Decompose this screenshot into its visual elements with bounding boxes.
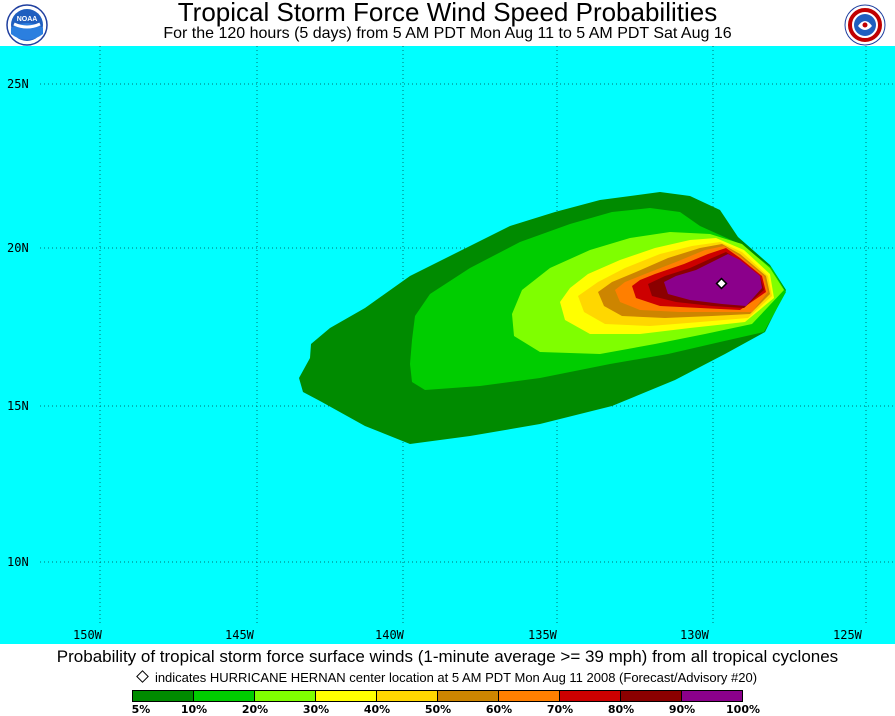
storm-center-note: indicates HURRICANE HERNAN center locati…	[0, 670, 895, 686]
legend-label: 20%	[241, 703, 269, 716]
legend-swatch	[498, 690, 560, 702]
lon-label-130w: 130W	[680, 628, 709, 642]
probability-contours	[299, 192, 786, 444]
legend-label: 80%	[607, 703, 635, 716]
legend-swatch	[681, 690, 743, 702]
map-caption: Probability of tropical storm force surf…	[56, 647, 839, 666]
lon-label-150w: 150W	[73, 628, 102, 642]
legend-label: 10%	[180, 703, 208, 716]
lat-label-10n: 10N	[7, 555, 29, 569]
header: NOAA Tropical Storm Force Wind Speed Pro…	[0, 0, 895, 46]
legend-swatch	[254, 690, 316, 702]
lon-label-140w: 140W	[375, 628, 404, 642]
legend-label: 50%	[424, 703, 452, 716]
national-weather-service-logo-icon	[844, 4, 886, 46]
diamond-icon	[136, 670, 149, 683]
legend-swatch	[620, 690, 682, 702]
storm-center-note-text: indicates HURRICANE HERNAN center locati…	[154, 670, 758, 685]
legend-swatch	[376, 690, 438, 702]
probability-map: 25N 20N 15N 10N 150W 145W 140W 135W 130W…	[0, 46, 895, 644]
legend-swatch	[315, 690, 377, 702]
legend-color-bar	[132, 690, 743, 702]
lat-label-25n: 25N	[7, 77, 29, 91]
lon-label-125w: 125W	[833, 628, 862, 642]
legend-swatch	[132, 690, 194, 702]
legend-label: 70%	[546, 703, 574, 716]
lon-label-145w: 145W	[225, 628, 254, 642]
contour-90-percent	[664, 254, 762, 306]
legend-swatch	[193, 690, 255, 702]
probability-legend: 5% 10% 20% 30% 40% 50% 60% 70% 80% 90% 100%	[131, 690, 760, 716]
svg-text:NOAA: NOAA	[17, 16, 38, 23]
page-subtitle: For the 120 hours (5 days) from 5 AM PDT…	[163, 25, 732, 42]
legend-label: 40%	[363, 703, 391, 716]
storm-center-diamond-icon	[715, 277, 728, 290]
legend-label: 5%	[131, 703, 151, 716]
page-title: Tropical Storm Force Wind Speed Probabil…	[177, 0, 718, 27]
lon-label-135w: 135W	[528, 628, 557, 642]
map-grid	[40, 46, 895, 626]
legend-swatch	[559, 690, 621, 702]
legend-label: 90%	[668, 703, 696, 716]
footer: Probability of tropical storm force surf…	[0, 644, 895, 716]
noaa-logo-icon: NOAA	[6, 4, 48, 46]
legend-label: 30%	[302, 703, 330, 716]
legend-label: 100%	[726, 703, 760, 716]
legend-label: 60%	[485, 703, 513, 716]
map-canvas	[40, 46, 895, 626]
lat-label-15n: 15N	[7, 399, 29, 413]
legend-swatch	[437, 690, 499, 702]
lat-label-20n: 20N	[7, 241, 29, 255]
